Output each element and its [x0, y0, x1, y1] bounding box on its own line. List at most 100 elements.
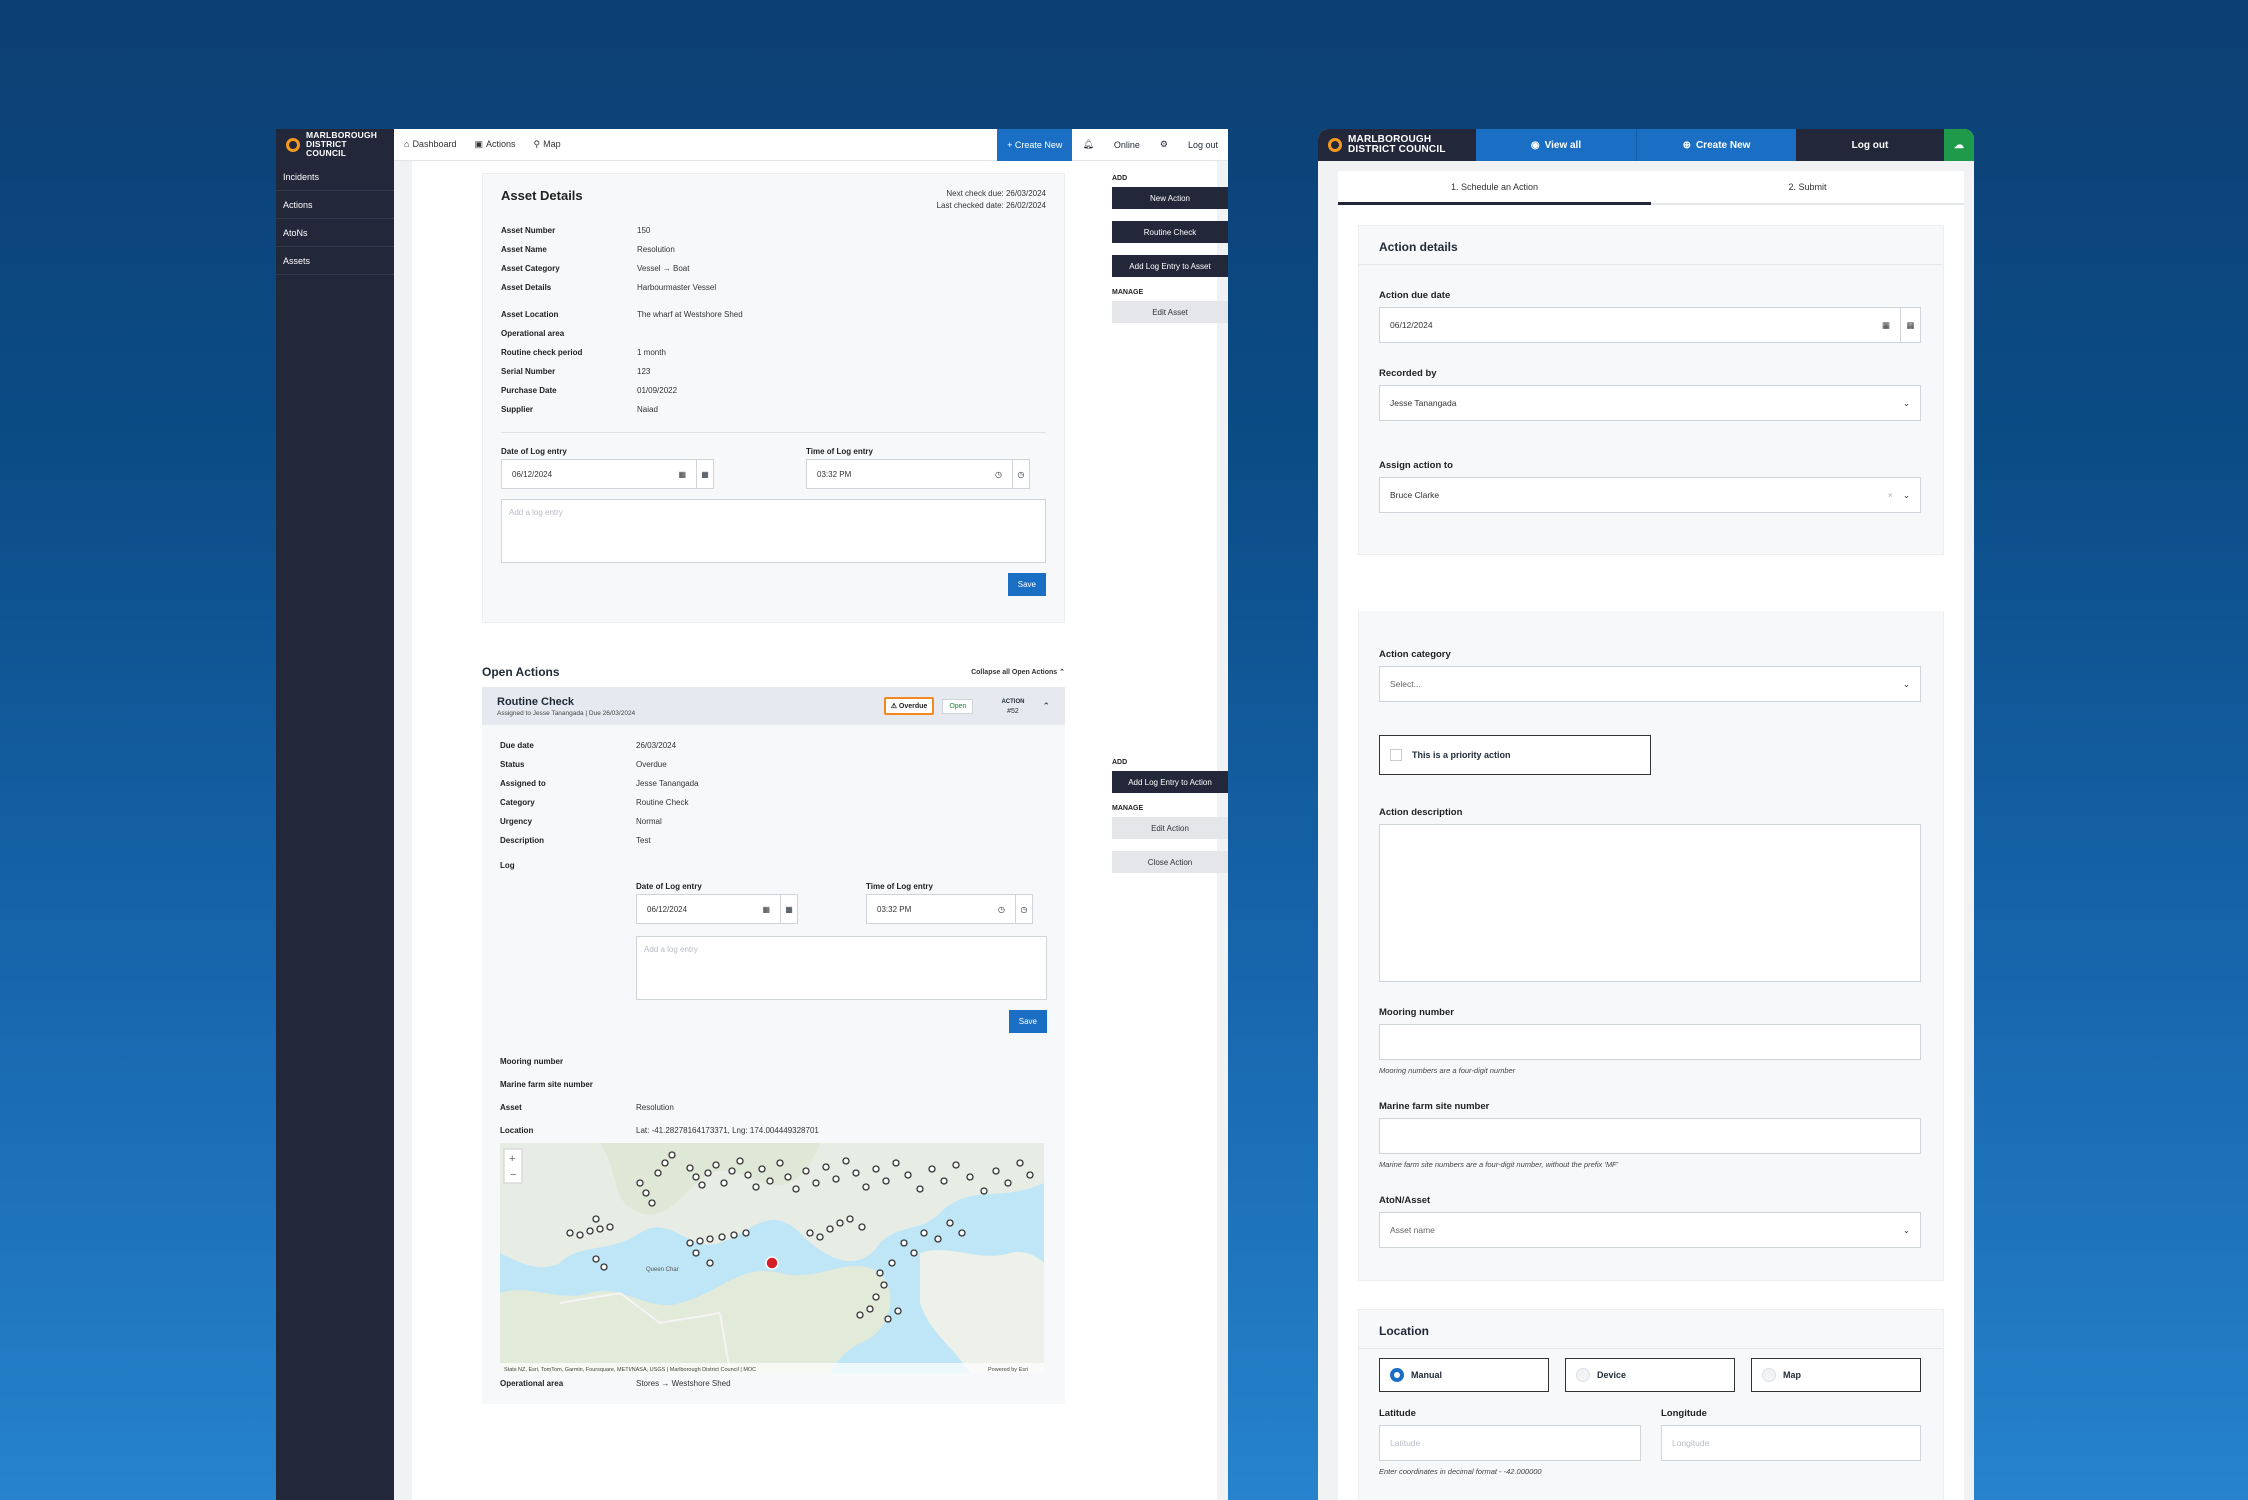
chevron-down-icon: ⌄ [1902, 678, 1910, 689]
gear-icon[interactable]: ⚙ [1159, 139, 1168, 149]
due-date-value: 06/12/2024 [1390, 320, 1433, 330]
chevron-down-icon: ⌄ [1902, 489, 1910, 500]
log-time-input[interactable]: 03:32 PM ◷ [806, 459, 1013, 489]
clear-icon[interactable]: × [1887, 489, 1893, 500]
cloud-upload-icon[interactable]: ☁ [1944, 129, 1974, 161]
create-new-button[interactable]: ⊕ Create New [1636, 129, 1796, 161]
chevron-down-icon: ⌄ [1902, 1224, 1910, 1235]
detail-key: Assigned to [500, 779, 546, 788]
sidebar-item-atons[interactable]: AtoNs [276, 219, 394, 247]
open-actions-title: Open Actions [482, 665, 560, 679]
location-label: Location [500, 1126, 534, 1135]
collapse-all-link[interactable]: Collapse all Open Actions ⌃ [971, 668, 1065, 676]
radio-dot [1576, 1368, 1590, 1382]
action-details-section: Action details Action due date 06/12/202… [1358, 225, 1944, 555]
clock-button[interactable]: ◷ [1016, 894, 1033, 924]
assign-to-select[interactable]: Bruce Clarke × ⌄ [1379, 477, 1921, 513]
save-action-log-button[interactable]: Save [1008, 1010, 1047, 1033]
tab-schedule-action[interactable]: 1. Schedule an Action [1338, 171, 1651, 205]
detail-row: Assigned to Jesse Tanangada [500, 779, 1047, 788]
sidebar-item-assets[interactable]: Assets [276, 247, 394, 275]
coordinates-hint: Enter coordinates in decimal format - -4… [1379, 1467, 1542, 1476]
aton-asset-select[interactable]: Asset name ⌄ [1379, 1212, 1921, 1248]
logo-line2: DISTRICT COUNCIL [1348, 144, 1446, 155]
log-entry-textarea[interactable]: Add a log entry [501, 499, 1046, 563]
main-nav: ⌂ Dashboard ▣ Actions ⚲ Map [394, 139, 561, 150]
view-all-button[interactable]: ◉ View all [1476, 129, 1636, 161]
last-checked-date: Last checked date: 26/02/2024 [936, 201, 1046, 210]
detail-value: 1 month [637, 348, 666, 357]
priority-checkbox[interactable]: This is a priority action [1379, 735, 1651, 775]
council-logo[interactable]: MARLBOROUGH DISTRICT COUNCIL [276, 129, 394, 161]
action-description-label: Action description [1379, 807, 1463, 818]
detail-row: Description Test [500, 836, 1047, 845]
marine-farm-hint: Marine farm site numbers are a four-digi… [1379, 1160, 1619, 1169]
detail-key: Operational area [501, 329, 565, 338]
detail-row: Asset Number 150 [501, 226, 1046, 235]
logout-button[interactable]: Log out [1796, 129, 1944, 161]
mooring-number-label: Mooring number [500, 1057, 564, 1066]
action-description-textarea[interactable] [1379, 824, 1921, 982]
create-new-button[interactable]: + Create New [997, 129, 1073, 161]
routine-check-button[interactable]: Routine Check [1112, 221, 1228, 243]
log-time-label: Time of Log entry [806, 447, 873, 456]
eye-icon: ◉ [1530, 139, 1540, 151]
nav-actions[interactable]: ▣ Actions [474, 139, 515, 150]
detail-row: Routine check period 1 month [501, 348, 1046, 357]
due-date-input[interactable]: 06/12/2024 ▦ [1379, 307, 1901, 343]
detail-value: Normal [636, 817, 662, 826]
logout-link[interactable]: Log out [1187, 139, 1218, 150]
view-all-label: View all [1544, 139, 1582, 151]
calendar-button[interactable]: ▦ [697, 459, 714, 489]
add-log-entry-action-button[interactable]: Add Log Entry to Action [1112, 771, 1228, 793]
overdue-text: Overdue [898, 703, 928, 710]
latitude-label: Latitude [1379, 1408, 1416, 1419]
location-map[interactable]: + − Queen Char Stats NZ, Esri, TomTom, G… [500, 1143, 1044, 1373]
council-logo[interactable]: MARLBOROUGH DISTRICT COUNCIL [1318, 129, 1476, 161]
recorded-by-select[interactable]: Jesse Tanangada ⌄ [1379, 385, 1921, 421]
online-status: Online [1113, 139, 1140, 150]
marine-farm-input[interactable] [1379, 1118, 1921, 1154]
detail-key: Supplier [501, 405, 534, 414]
action-log-time-input[interactable]: 03:32 PM ◷ [866, 894, 1016, 924]
radio-manual[interactable]: Manual [1379, 1358, 1549, 1392]
tab-submit[interactable]: 2. Submit [1788, 182, 1827, 192]
sidebar-item-actions[interactable]: Actions [276, 191, 394, 219]
radio-map[interactable]: Map [1751, 1358, 1921, 1392]
action-log-time-value: 03:32 PM [877, 904, 912, 914]
clock-button[interactable]: ◷ [1013, 459, 1030, 489]
chevron-up-icon[interactable]: ⌃ [1042, 700, 1050, 711]
manage-section-label: MANAGE [1112, 289, 1144, 296]
log-date-input[interactable]: 06/12/2024 ▦ [501, 459, 697, 489]
latitude-placeholder: Latitude [1390, 1438, 1421, 1448]
detail-value: Jesse Tanangada [636, 779, 699, 788]
save-log-button[interactable]: Save [1007, 573, 1046, 596]
detail-key: Description [500, 836, 545, 845]
action-log-textarea[interactable]: Add a log entry [636, 936, 1047, 1000]
asset-label: Asset [500, 1103, 522, 1112]
action-log-date-input[interactable]: 06/12/2024 ▦ [636, 894, 781, 924]
bell-icon[interactable]: 🔔︎ [1082, 139, 1094, 149]
calendar-button[interactable]: ▦ [1901, 307, 1921, 343]
detail-key: Asset Details [501, 283, 552, 292]
calendar-button[interactable]: ▦ [781, 894, 798, 924]
location-title: Location [1379, 1324, 1429, 1338]
new-action-button[interactable]: New Action [1112, 187, 1228, 209]
latitude-input[interactable]: Latitude [1379, 1425, 1641, 1461]
longitude-input[interactable]: Longitude [1661, 1425, 1921, 1461]
edit-action-button[interactable]: Edit Action [1112, 817, 1228, 839]
mooring-number-input[interactable] [1379, 1024, 1921, 1060]
add-log-entry-asset-button[interactable]: Add Log Entry to Asset [1112, 255, 1228, 277]
logo-icon [1328, 138, 1342, 152]
logo-line2: DISTRICT COUNCIL [306, 139, 347, 158]
calendar-icon: ▦ [1881, 319, 1890, 330]
radio-device[interactable]: Device [1565, 1358, 1735, 1392]
action-category-select[interactable]: Select... ⌄ [1379, 666, 1921, 702]
nav-map[interactable]: ⚲ Map [534, 139, 561, 150]
action-header[interactable]: Routine Check Assigned to Jesse Tanangad… [482, 687, 1065, 725]
edit-asset-button[interactable]: Edit Asset [1112, 301, 1228, 323]
close-action-button[interactable]: Close Action [1112, 851, 1228, 873]
asset-link[interactable]: Resolution [636, 1103, 674, 1112]
sidebar-item-incidents[interactable]: Incidents [276, 163, 394, 191]
nav-dashboard[interactable]: ⌂ Dashboard [404, 139, 456, 150]
